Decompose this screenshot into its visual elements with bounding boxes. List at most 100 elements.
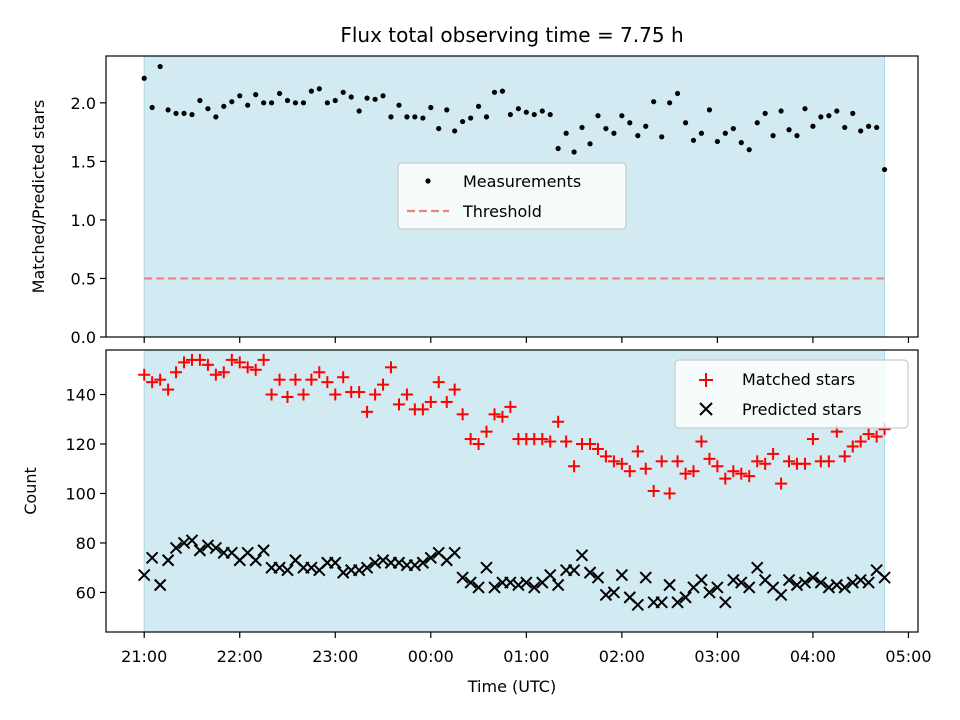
predicted-star-point <box>679 591 692 604</box>
measurement-point <box>547 111 553 118</box>
matched-star-point <box>201 358 214 371</box>
bottom-y-axis-label: Count <box>21 467 40 515</box>
matched-star-point <box>480 425 493 438</box>
matched-star-point <box>440 395 453 408</box>
measurement-point <box>499 88 506 94</box>
measurement-point <box>388 114 394 120</box>
matched-star-point <box>631 445 644 458</box>
measurement-point <box>770 133 776 139</box>
matched-star-point <box>337 371 350 384</box>
measurement-point <box>452 128 458 134</box>
matched-star-point <box>687 465 700 478</box>
y-tick-label: 140 <box>65 386 96 405</box>
predicted-star-point <box>703 586 716 599</box>
matched-star-point <box>273 373 286 386</box>
predicted-star-point <box>249 554 262 567</box>
matched-star-point <box>392 398 405 411</box>
predicted-star-point <box>185 534 199 547</box>
predicted-star-point <box>138 568 151 582</box>
matched-star-point <box>209 368 222 381</box>
legend-predicted-marker <box>699 402 713 416</box>
measurement-point <box>842 124 848 131</box>
measurement-point <box>197 97 203 104</box>
measurement-point <box>460 118 466 125</box>
matched-star-point <box>544 435 557 448</box>
matched-star-point <box>743 470 756 483</box>
y-tick-label: 2.0 <box>71 94 96 113</box>
predicted-star-point <box>480 561 493 574</box>
measurement-point <box>261 100 267 106</box>
legend-predicted-label: Predicted stars <box>742 400 862 419</box>
measurement-point <box>324 100 330 106</box>
predicted-star-point <box>727 573 740 587</box>
predicted-star-point <box>711 581 724 594</box>
predicted-star-point <box>329 556 342 569</box>
bottom-x-ticks: 21:00 22:00 23:00 00:00 01:00 02:00 03:00 04:00… <box>121 632 932 666</box>
matched-star-point <box>297 388 310 401</box>
measurement-point <box>714 138 720 145</box>
measurement-point <box>563 130 569 136</box>
measurement-point <box>292 100 299 106</box>
matched-stars-series <box>138 353 891 500</box>
predicted-star-point <box>448 546 461 560</box>
predicted-star-point <box>209 541 223 555</box>
y-tick-label: 80 <box>76 534 96 553</box>
measurement-point <box>507 111 513 118</box>
matched-star-point <box>767 447 780 460</box>
measurement-point <box>420 115 426 121</box>
measurement-point <box>308 88 314 94</box>
legend-matched-marker <box>699 373 713 387</box>
predicted-star-point <box>790 578 804 592</box>
measurement-point <box>818 114 824 120</box>
matched-star-point <box>504 400 517 413</box>
top-y-axis-label: Matched/Predicted stars <box>29 100 48 294</box>
matched-star-point <box>464 433 477 446</box>
predicted-star-point <box>862 576 875 589</box>
predicted-star-point <box>161 554 175 567</box>
matched-star-point <box>719 472 732 485</box>
predicted-star-point <box>464 576 477 589</box>
measurement-point <box>205 106 211 112</box>
matched-star-point <box>798 457 811 470</box>
measurement-point <box>340 89 346 95</box>
measurement-point <box>348 94 354 100</box>
matched-star-point <box>870 430 883 443</box>
matched-star-point <box>783 455 796 468</box>
predicted-star-point <box>193 544 207 557</box>
measurement-point <box>682 120 689 126</box>
matched-star-point <box>289 373 302 386</box>
ratio-panel: 0.00.51.01.52.0 Matched/Predicted stars … <box>29 55 919 347</box>
measurement-point <box>332 97 338 104</box>
predicted-star-point <box>273 561 286 574</box>
measurement-point <box>364 95 370 101</box>
predicted-star-point <box>838 581 851 594</box>
matched-star-point <box>846 440 859 453</box>
bottom-legend: Matched stars Predicted stars <box>674 359 909 429</box>
measurement-point <box>475 103 482 109</box>
predicted-star-point <box>567 563 581 577</box>
matched-star-point <box>584 438 597 450</box>
measurement-point <box>213 114 219 120</box>
matched-star-point <box>321 376 334 389</box>
predicted-star-point <box>822 581 836 594</box>
measurement-point <box>396 102 402 108</box>
predicted-star-point <box>599 588 613 602</box>
measurement-point <box>555 145 561 152</box>
measurement-point <box>722 130 728 136</box>
top-x-ticks <box>143 337 910 343</box>
measurement-point <box>651 99 657 105</box>
matched-star-point <box>369 388 382 401</box>
matched-star-point <box>472 438 485 450</box>
predicted-star-point <box>416 556 430 569</box>
matched-star-point <box>599 450 612 463</box>
matched-star-point <box>488 408 501 421</box>
matched-star-point <box>281 391 294 403</box>
measurement-point <box>579 124 585 131</box>
matched-star-point <box>400 388 413 401</box>
x-tick-label: 22:00 <box>217 647 263 666</box>
predicted-star-point <box>281 563 294 577</box>
measurement-point <box>603 125 609 132</box>
bottom-y-ticks: 60 80 100 120 140 <box>65 386 106 602</box>
matched-star-point <box>552 415 565 428</box>
predicted-star-point <box>504 576 517 589</box>
